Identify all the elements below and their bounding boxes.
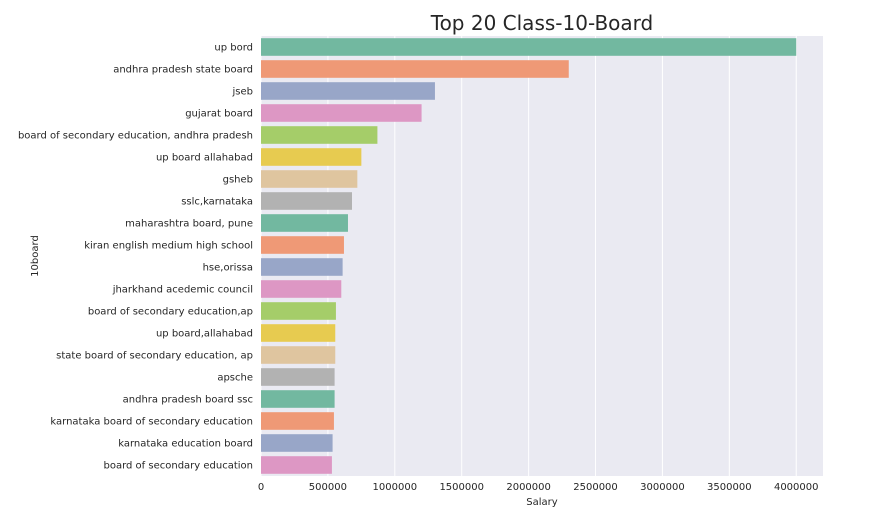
- y-tick-label: karnataka board of secondary education: [50, 417, 253, 428]
- y-tick-label: state board of secondary education, ap: [56, 351, 253, 362]
- x-axis-label: Salary: [526, 497, 557, 508]
- bar: [261, 82, 435, 100]
- bar: [261, 236, 344, 254]
- x-tick-label: 2500000: [573, 482, 618, 493]
- x-tick-label: 500000: [309, 482, 347, 493]
- x-tick-labels: 0 500000 1000000 1500000 2000000 2500000 30000…: [258, 482, 819, 493]
- bar: [261, 456, 332, 474]
- y-tick-label: gsheb: [223, 175, 253, 186]
- y-tick-label: jseb: [232, 87, 254, 98]
- y-tick-label: maharashtra board, pune: [125, 219, 253, 230]
- y-tick-label: sslc,karnataka: [181, 197, 253, 208]
- bar: [261, 148, 362, 166]
- bar: [261, 192, 352, 210]
- y-tick-label: apsche: [217, 373, 253, 384]
- bar: [261, 170, 358, 188]
- bar: [261, 60, 569, 78]
- y-axis-label: 10board: [30, 235, 41, 277]
- y-tick-label: jharkhand acedemic council: [112, 285, 253, 296]
- x-tick-label: 2000000: [506, 482, 551, 493]
- y-tick-labels: up bord andhra pradesh state board jseb guj…: [18, 43, 253, 472]
- bar: [261, 324, 336, 342]
- bar: [261, 434, 333, 452]
- y-tick-label: up board allahabad: [156, 153, 253, 164]
- x-tick-label: 0: [258, 482, 264, 493]
- bar: [261, 390, 335, 408]
- x-tick-label: 4000000: [774, 482, 819, 493]
- x-tick-label: 1500000: [439, 482, 484, 493]
- bar: [261, 346, 336, 364]
- bar: [261, 258, 343, 276]
- y-tick-label: board of secondary education, andhra pra…: [18, 131, 253, 142]
- y-tick-label: up board,allahabad: [156, 329, 253, 340]
- x-tick-label: 1000000: [373, 482, 418, 493]
- bar: [261, 412, 334, 430]
- bar: [261, 38, 797, 56]
- y-tick-label: gujarat board: [185, 109, 253, 120]
- bar: [261, 214, 348, 232]
- bar: [261, 368, 335, 386]
- bars: [261, 38, 797, 474]
- x-tick-label: 3500000: [707, 482, 752, 493]
- y-tick-label: andhra pradesh board ssc: [123, 395, 253, 406]
- y-tick-label: board of secondary education: [104, 461, 254, 472]
- bar: [261, 126, 378, 144]
- y-tick-label: up bord: [214, 43, 253, 54]
- x-tick-label: 3000000: [640, 482, 685, 493]
- y-tick-label: hse,orissa: [203, 263, 253, 274]
- bar: [261, 104, 422, 122]
- chart-title: Top 20 Class-10-Board: [430, 11, 653, 35]
- y-tick-label: kiran english medium high school: [84, 241, 253, 252]
- plot-background: [261, 36, 823, 476]
- y-tick-label: karnataka education board: [118, 439, 253, 450]
- bar: [261, 302, 336, 320]
- y-tick-label: andhra pradesh state board: [113, 65, 253, 76]
- bar: [261, 280, 342, 298]
- y-tick-label: board of secondary education,ap: [88, 307, 253, 318]
